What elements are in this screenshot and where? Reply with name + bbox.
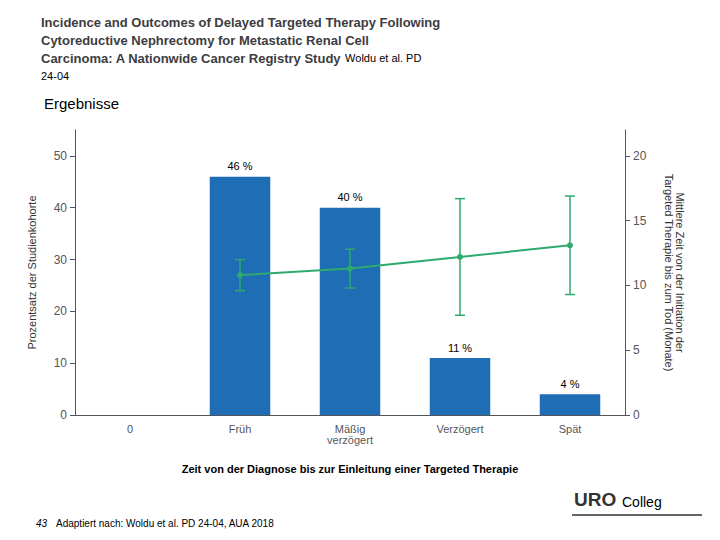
svg-text:0: 0 (633, 408, 640, 422)
svg-text:Verzögert: Verzögert (436, 423, 483, 435)
svg-text:20: 20 (54, 304, 68, 318)
svg-text:Incidence and Outcomes of Dela: Incidence and Outcomes of Delayed Target… (41, 15, 440, 30)
svg-text:Spät: Spät (559, 423, 582, 435)
svg-text:10: 10 (633, 278, 647, 292)
svg-text:15: 15 (633, 214, 647, 228)
svg-text:50: 50 (54, 149, 68, 163)
svg-text:Carcinoma: A Nationwide Cancer: Carcinoma: A Nationwide Cancer Registry … (41, 51, 344, 66)
svg-text:Adaptiert nach: Woldu et al. P: Adaptiert nach: Woldu et al. PD 24-04, A… (56, 518, 274, 529)
svg-text:Mäßig: Mäßig (334, 422, 366, 435)
svg-text:10: 10 (54, 356, 68, 370)
svg-text:40: 40 (54, 201, 68, 215)
svg-text:5: 5 (633, 343, 640, 357)
svg-text:30: 30 (54, 253, 68, 267)
svg-text:Woldu et al. PD: Woldu et al. PD (345, 52, 421, 64)
svg-text:Früh: Früh (229, 423, 252, 435)
svg-text:Zeit von der Diagnose bis zur: Zeit von der Diagnose bis zur Einleitung… (182, 463, 519, 475)
svg-text:46 %: 46 % (227, 160, 252, 172)
svg-text:11 %: 11 % (448, 342, 472, 354)
svg-text:Mittlere Zeit von der Initiati: Mittlere Zeit von der Initiation der (673, 192, 686, 353)
svg-text:verzögert: verzögert (327, 434, 373, 446)
svg-text:20: 20 (633, 149, 647, 163)
svg-text:Cytoreductive Nephrectomy for: Cytoreductive Nephrectomy for Metastatic… (41, 33, 369, 48)
svg-text:4 %: 4 % (561, 378, 580, 390)
svg-text:Colleg: Colleg (622, 494, 662, 510)
svg-text:24-04: 24-04 (41, 70, 69, 82)
svg-text:Ergebnisse: Ergebnisse (44, 95, 119, 112)
svg-text:40 %: 40 % (337, 191, 362, 203)
svg-text:0: 0 (60, 408, 67, 422)
svg-text:0: 0 (127, 423, 133, 435)
svg-text:Prozentsatz der Studienkohorte: Prozentsatz der Studienkohorte (26, 195, 38, 349)
svg-text:URO: URO (574, 489, 616, 510)
svg-text:Targeted Therapie bis zum Tod: Targeted Therapie bis zum Tod (Monate) (663, 174, 675, 372)
svg-text:43: 43 (36, 518, 48, 529)
